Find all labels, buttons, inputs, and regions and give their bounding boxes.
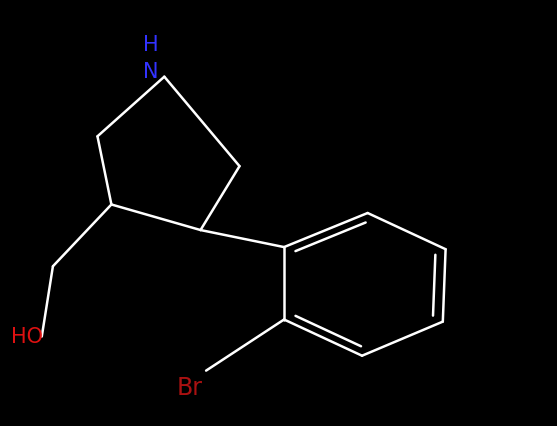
Text: N: N (143, 63, 158, 82)
Text: HO: HO (11, 327, 43, 346)
Text: Br: Br (177, 376, 202, 400)
Text: H: H (143, 35, 158, 55)
